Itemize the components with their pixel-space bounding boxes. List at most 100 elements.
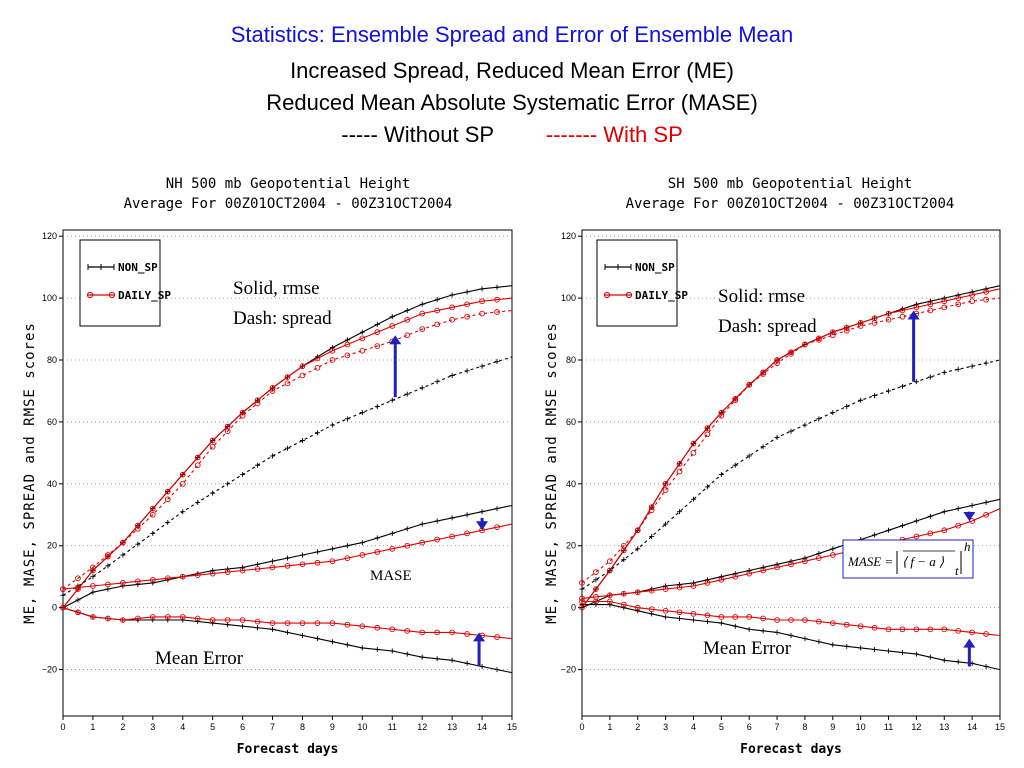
series-point (969, 629, 975, 636)
series-point (829, 552, 836, 558)
series-point (284, 374, 291, 380)
x-tick-label: 15 (995, 722, 1005, 732)
series-point (774, 617, 780, 623)
series-point (732, 571, 738, 577)
legend-label: DAILY_SP (118, 289, 171, 302)
series-point (788, 349, 794, 356)
series-point (150, 617, 156, 623)
series-point (732, 462, 738, 468)
series-point (224, 617, 231, 623)
series-point (886, 648, 892, 654)
series-point (344, 337, 350, 343)
series-point (164, 614, 171, 620)
series-point (494, 634, 500, 640)
series-point (816, 335, 822, 342)
formula-box (842, 539, 974, 579)
series-point (419, 539, 426, 546)
series-point (284, 620, 291, 626)
series-point (195, 499, 201, 505)
series-point (607, 598, 613, 605)
series-point (872, 646, 878, 652)
series-point (149, 614, 156, 620)
series-line-daily-sp-mase (581, 508, 1001, 599)
series-point (299, 561, 306, 568)
series-point (299, 363, 306, 370)
series-point (329, 558, 336, 565)
legend: NON_SP DAILY_SP (596, 239, 688, 327)
series-point (240, 564, 246, 570)
series-point (983, 663, 989, 669)
series-point (607, 602, 613, 608)
x-tick-label: 15 (507, 722, 517, 732)
series-point (885, 316, 892, 323)
legend-box (596, 239, 678, 327)
x-tick-label: 0 (60, 722, 65, 732)
y-axis-label: ME, MASE, SPREAD and RMSE scores (544, 322, 560, 624)
series-point (969, 518, 975, 524)
series-point (774, 360, 780, 366)
series-point (830, 642, 836, 648)
series-point (593, 569, 599, 575)
series-point (704, 577, 710, 583)
series-point (150, 580, 156, 586)
series-point (816, 416, 822, 422)
series-point (899, 307, 906, 314)
series-point (419, 301, 425, 307)
series-point (105, 581, 111, 588)
slide-subtitle-me: Increased Spread, Reduced Mean Error (ME… (290, 58, 734, 83)
series-point (690, 583, 697, 589)
series-point (359, 645, 365, 651)
series-point (434, 321, 441, 328)
series-point (704, 425, 711, 431)
series-point (135, 541, 141, 547)
series-point (843, 621, 850, 628)
series-point (774, 629, 780, 635)
series-point (150, 530, 156, 536)
series-point (969, 503, 975, 509)
series-point (494, 667, 500, 673)
series-point (285, 445, 290, 451)
series-point (359, 329, 365, 335)
series-point (899, 383, 905, 389)
series-point (941, 304, 948, 311)
series-point (149, 576, 156, 583)
series-point (210, 568, 216, 574)
series-point (927, 307, 934, 314)
series-point (969, 289, 975, 295)
series-point (270, 453, 276, 459)
series-point (760, 564, 766, 570)
chart-title: SH 500 mb Geopotential Height (668, 176, 912, 192)
series-point (788, 617, 794, 623)
series-point (746, 453, 752, 459)
series-point (983, 631, 989, 637)
series-line-daily-sp-me (62, 607, 513, 640)
series-point (677, 509, 683, 515)
series-point (983, 289, 989, 295)
series-point (983, 511, 989, 518)
series-point (449, 515, 455, 521)
series-point (871, 624, 878, 631)
series-point (844, 403, 850, 409)
series-point (194, 462, 201, 469)
arrow-head (907, 310, 920, 320)
series-point (359, 623, 366, 630)
series-point (344, 621, 351, 628)
x-tick-label: 13 (447, 722, 457, 732)
series-point (284, 380, 291, 387)
series-point (983, 360, 989, 366)
series-point (314, 364, 321, 371)
series-point (255, 462, 261, 468)
series-point (620, 601, 627, 608)
series-point (314, 430, 320, 436)
plot-frame (581, 229, 1001, 717)
series-point (690, 496, 696, 502)
series-point (449, 629, 455, 636)
y-tick-label: −20 (561, 665, 576, 675)
series-point (774, 564, 780, 571)
x-tick-label: 9 (330, 722, 335, 732)
series-point (120, 552, 126, 558)
series-point (662, 607, 669, 614)
series-point (404, 307, 410, 313)
series-point (179, 614, 186, 620)
series-point (239, 567, 246, 574)
